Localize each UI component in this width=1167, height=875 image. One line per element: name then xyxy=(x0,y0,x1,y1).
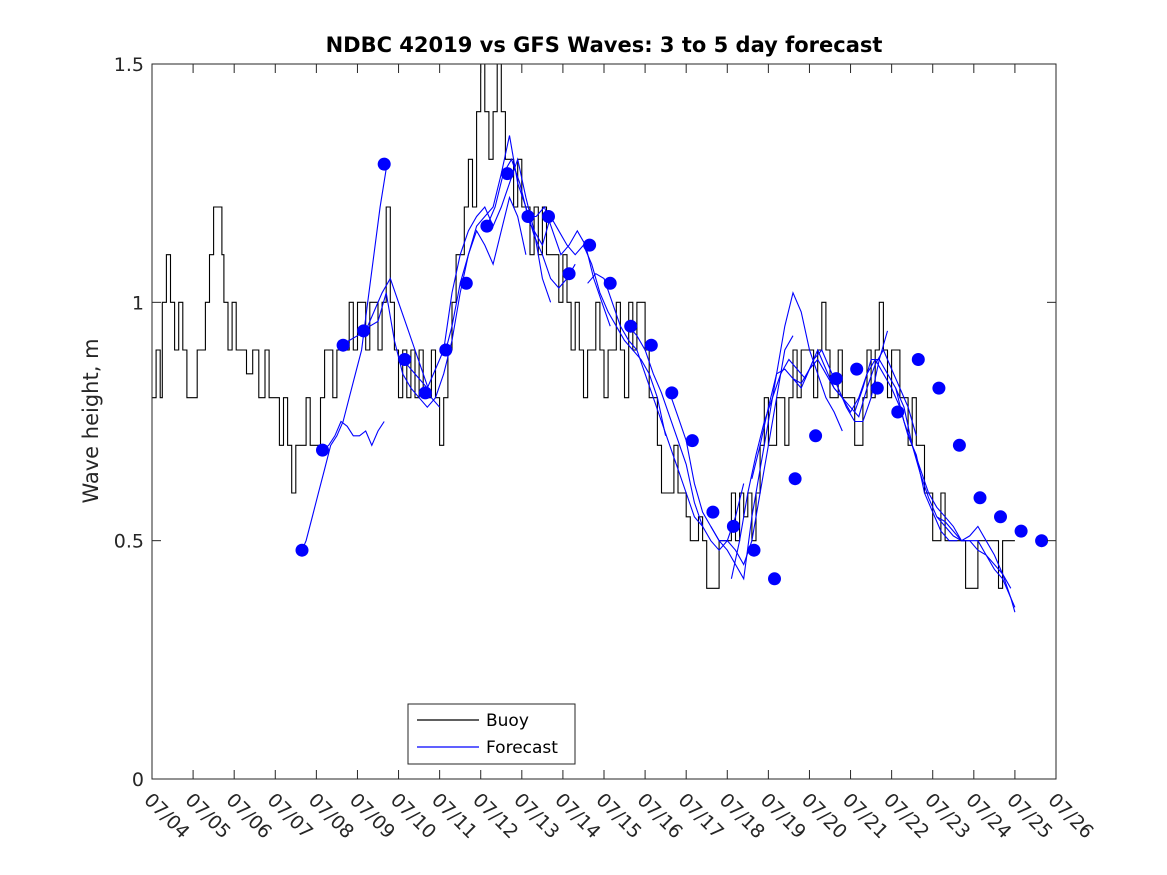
legend-box xyxy=(407,703,576,765)
forecast-marker-22 xyxy=(726,519,740,533)
legend: Buoy Forecast xyxy=(407,703,576,765)
forecast-line-10 xyxy=(628,325,745,552)
forecast-marker-17 xyxy=(624,319,638,333)
forecast-line-18 xyxy=(936,516,1016,613)
forecast-marker-14 xyxy=(562,267,576,281)
y-tick-label: 1 xyxy=(132,292,144,314)
y-axis-ticks: 0 0.5 1 1.5 xyxy=(114,54,1056,791)
forecast-marker-24 xyxy=(768,572,781,586)
y-tick-label: 1.5 xyxy=(114,54,144,76)
buoy-series xyxy=(152,63,1015,589)
forecast-line-3 xyxy=(340,277,441,408)
y-tick-label: 0 xyxy=(132,769,144,791)
forecast-marker-7 xyxy=(418,386,432,400)
forecast-marker-1 xyxy=(295,543,309,557)
forecast-marker-13 xyxy=(542,210,555,223)
forecast-marker-10 xyxy=(480,219,494,233)
forecast-marker-4 xyxy=(357,324,371,338)
y-axis-label: Wave height, m xyxy=(79,338,103,503)
forecast-marker-33 xyxy=(952,438,966,452)
forecast-marker-6 xyxy=(398,353,412,366)
forecast-marker-23 xyxy=(747,543,761,557)
forecast-marker-3 xyxy=(336,338,350,352)
legend-label-buoy: Buoy xyxy=(486,711,529,731)
forecast-marker-21 xyxy=(706,505,720,519)
forecast-marker-37 xyxy=(1035,534,1049,548)
forecast-marker-30 xyxy=(891,405,905,419)
forecast-marker-25 xyxy=(788,472,802,486)
forecast-marker-28 xyxy=(850,362,864,376)
forecast-marker-34 xyxy=(973,491,987,505)
forecast-marker-27 xyxy=(829,372,843,386)
forecast-line-17 xyxy=(895,387,1016,608)
forecast-marker-15 xyxy=(583,238,597,252)
forecast-marker-19 xyxy=(665,386,679,400)
forecast-markers xyxy=(295,157,1049,586)
forecast-line-16 xyxy=(854,358,1012,589)
plot-area xyxy=(152,64,1056,779)
forecast-marker-35 xyxy=(994,510,1007,524)
forecast-line-1 xyxy=(301,168,387,551)
legend-label-forecast: Forecast xyxy=(486,738,558,758)
forecast-marker-32 xyxy=(932,381,946,395)
forecast-marker-2 xyxy=(316,443,329,457)
forecast-line-11 xyxy=(669,335,794,566)
forecast-marker-9 xyxy=(459,276,473,290)
forecast-marker-26 xyxy=(809,429,823,443)
forecast-marker-12 xyxy=(521,210,535,223)
chart-title: NDBC 42019 vs GFS Waves: 3 to 5 day fore… xyxy=(326,33,883,57)
forecast-marker-36 xyxy=(1014,524,1028,538)
forecast-marker-31 xyxy=(911,353,925,366)
buoy-line xyxy=(152,63,1015,589)
forecast-marker-29 xyxy=(870,381,884,395)
forecast-marker-20 xyxy=(685,434,699,448)
forecast-line-2 xyxy=(322,420,385,451)
forecast-line-4 xyxy=(363,195,527,409)
forecast-marker-18 xyxy=(644,338,658,352)
forecast-marker-11 xyxy=(500,167,514,181)
forecast-line-6 xyxy=(445,135,576,351)
y-tick-label: 0.5 xyxy=(114,531,144,553)
forecast-marker-16 xyxy=(603,276,617,290)
forecast-marker-5 xyxy=(377,157,391,171)
forecast-marker-8 xyxy=(439,343,453,357)
